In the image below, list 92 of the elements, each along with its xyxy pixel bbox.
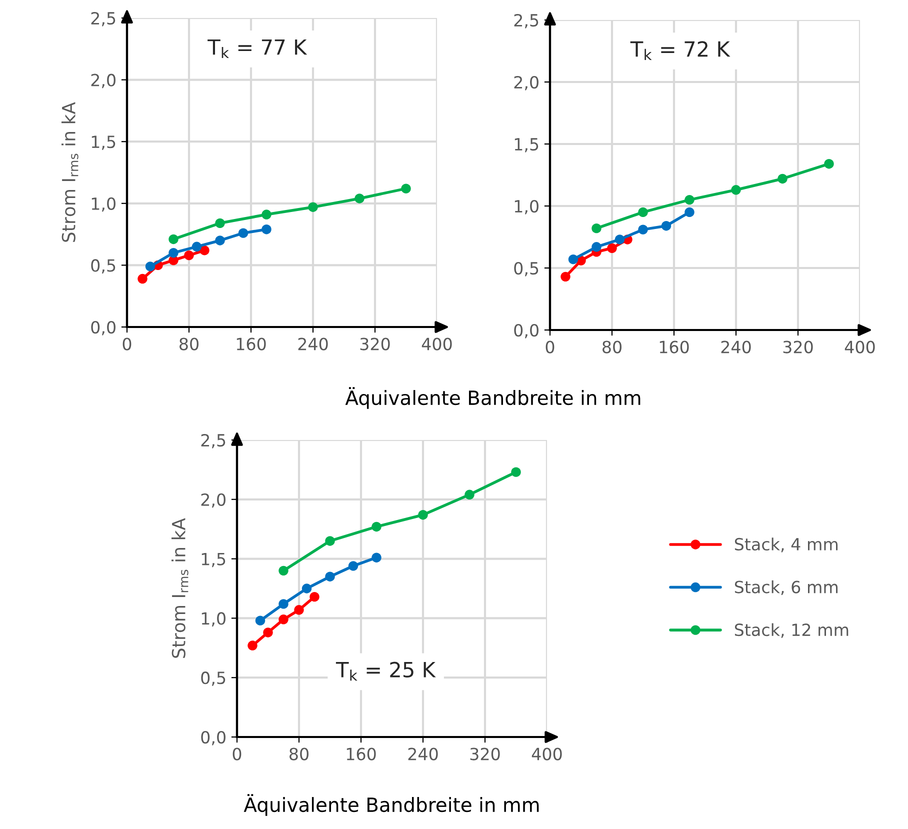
- x-tick-label: 80: [602, 340, 622, 354]
- point: [684, 194, 694, 205]
- x-tick-label: 400: [422, 338, 452, 350]
- point: [255, 616, 266, 626]
- point: [302, 584, 312, 594]
- point: [354, 194, 364, 204]
- point: [418, 510, 428, 520]
- x-tick-label: 160: [660, 340, 689, 354]
- x-tick-label: 320: [360, 338, 390, 350]
- point: [592, 242, 602, 252]
- point: [560, 272, 570, 282]
- point: [614, 234, 625, 244]
- y-tick-label: 2,0: [201, 493, 226, 508]
- point: [372, 522, 382, 532]
- legend-label: Stack, 6 mm: [734, 580, 838, 596]
- point: [638, 207, 648, 218]
- y-tick-label: 1,0: [202, 612, 226, 626]
- y-tick-label: 2,0: [91, 74, 116, 88]
- x-tick-label: 80: [290, 748, 308, 760]
- point: [263, 628, 273, 638]
- y-tick-label: 2,0: [514, 76, 538, 90]
- point: [511, 467, 521, 477]
- y-tick-label: 0,0: [514, 324, 538, 338]
- annotation: T$_{k}$ = 25 K: [336, 662, 436, 681]
- y-tick-label: 1,0: [514, 200, 538, 214]
- y-tick-label: 0,5: [201, 672, 226, 686]
- point: [138, 274, 148, 284]
- point: [145, 262, 156, 272]
- point: [168, 234, 178, 244]
- point: [372, 552, 382, 562]
- point: [592, 223, 602, 234]
- x-tick-label: 240: [721, 340, 751, 354]
- point: [308, 202, 318, 212]
- point: [778, 174, 788, 184]
- y-axis-title: Strom I$_{rms}$ in kA: [61, 102, 78, 242]
- legend-label: Stack, 4 mm: [734, 538, 838, 552]
- y-tick-label: 1,5: [92, 136, 116, 150]
- x-tick-label: 240: [408, 748, 438, 760]
- point: [278, 614, 288, 624]
- point: [325, 536, 335, 546]
- annotation: T$_{k}$ = 77 K: [208, 39, 308, 58]
- point: [248, 640, 258, 650]
- point: [192, 242, 202, 252]
- point: [325, 572, 335, 582]
- point: [731, 185, 741, 195]
- point: [200, 246, 210, 256]
- point: [168, 248, 178, 258]
- point: [824, 158, 834, 169]
- x-axis-title: Äquivalente Bandbreite in mm: [345, 387, 640, 409]
- x-axis-title: Äquivalente Bandbreite in mm: [244, 794, 539, 816]
- point: [215, 218, 225, 228]
- y-tick-label: 0,5: [514, 262, 538, 276]
- point: [684, 207, 694, 218]
- point: [348, 561, 358, 571]
- x-tick-label: 400: [844, 340, 875, 354]
- point: [278, 599, 288, 609]
- point: [464, 490, 474, 500]
- point: [638, 224, 648, 234]
- x-tick-label: 320: [783, 340, 813, 354]
- point: [262, 210, 272, 220]
- point: [661, 220, 672, 231]
- y-tick-label: 2,5: [514, 14, 538, 28]
- x-tick-label: 80: [180, 338, 198, 350]
- y-tick-label: 1,5: [514, 138, 538, 152]
- y-tick-label: 1,5: [202, 552, 226, 568]
- point: [568, 254, 578, 264]
- y-axis-title: Strom I$_{rms}$ in kA: [171, 518, 188, 658]
- legend-label: Stack, 12 mm: [734, 623, 848, 638]
- x-tick-label: 240: [298, 338, 328, 350]
- x-tick-label: 0: [546, 340, 554, 354]
- x-tick-label: 320: [470, 748, 500, 760]
- x-tick-label: 0: [122, 338, 132, 350]
- point: [278, 566, 288, 576]
- y-tick-label: 0,0: [201, 730, 226, 746]
- y-tick-label: 1,0: [92, 197, 116, 212]
- point: [607, 243, 617, 254]
- point: [401, 184, 411, 194]
- annotation: T$_{k}$ = 72 K: [630, 41, 730, 60]
- point: [294, 605, 304, 615]
- point: [310, 592, 320, 602]
- x-tick-label: 160: [346, 748, 376, 760]
- y-tick-label: 2,5: [91, 12, 116, 26]
- y-tick-label: 2,5: [201, 434, 226, 448]
- x-tick-label: 400: [532, 748, 562, 760]
- point: [262, 224, 272, 234]
- point: [215, 236, 225, 246]
- x-tick-label: 160: [236, 338, 266, 350]
- y-tick-label: 0,0: [91, 320, 116, 336]
- point: [238, 228, 248, 238]
- y-tick-label: 0,5: [91, 259, 116, 274]
- x-tick-label: 0: [232, 748, 242, 760]
- point: [184, 250, 194, 260]
